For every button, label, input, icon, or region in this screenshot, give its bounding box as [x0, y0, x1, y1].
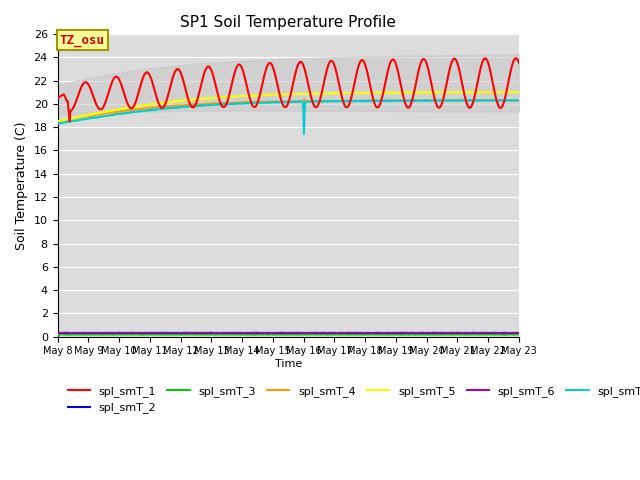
X-axis label: Time: Time [275, 359, 302, 369]
Text: TZ_osu: TZ_osu [60, 34, 105, 47]
Legend: spl_smT_1, spl_smT_2, spl_smT_3, spl_smT_4, spl_smT_5, spl_smT_6, spl_smT_7: spl_smT_1, spl_smT_2, spl_smT_3, spl_smT… [63, 382, 640, 418]
Y-axis label: Soil Temperature (C): Soil Temperature (C) [15, 121, 28, 250]
Title: SP1 Soil Temperature Profile: SP1 Soil Temperature Profile [180, 15, 396, 30]
